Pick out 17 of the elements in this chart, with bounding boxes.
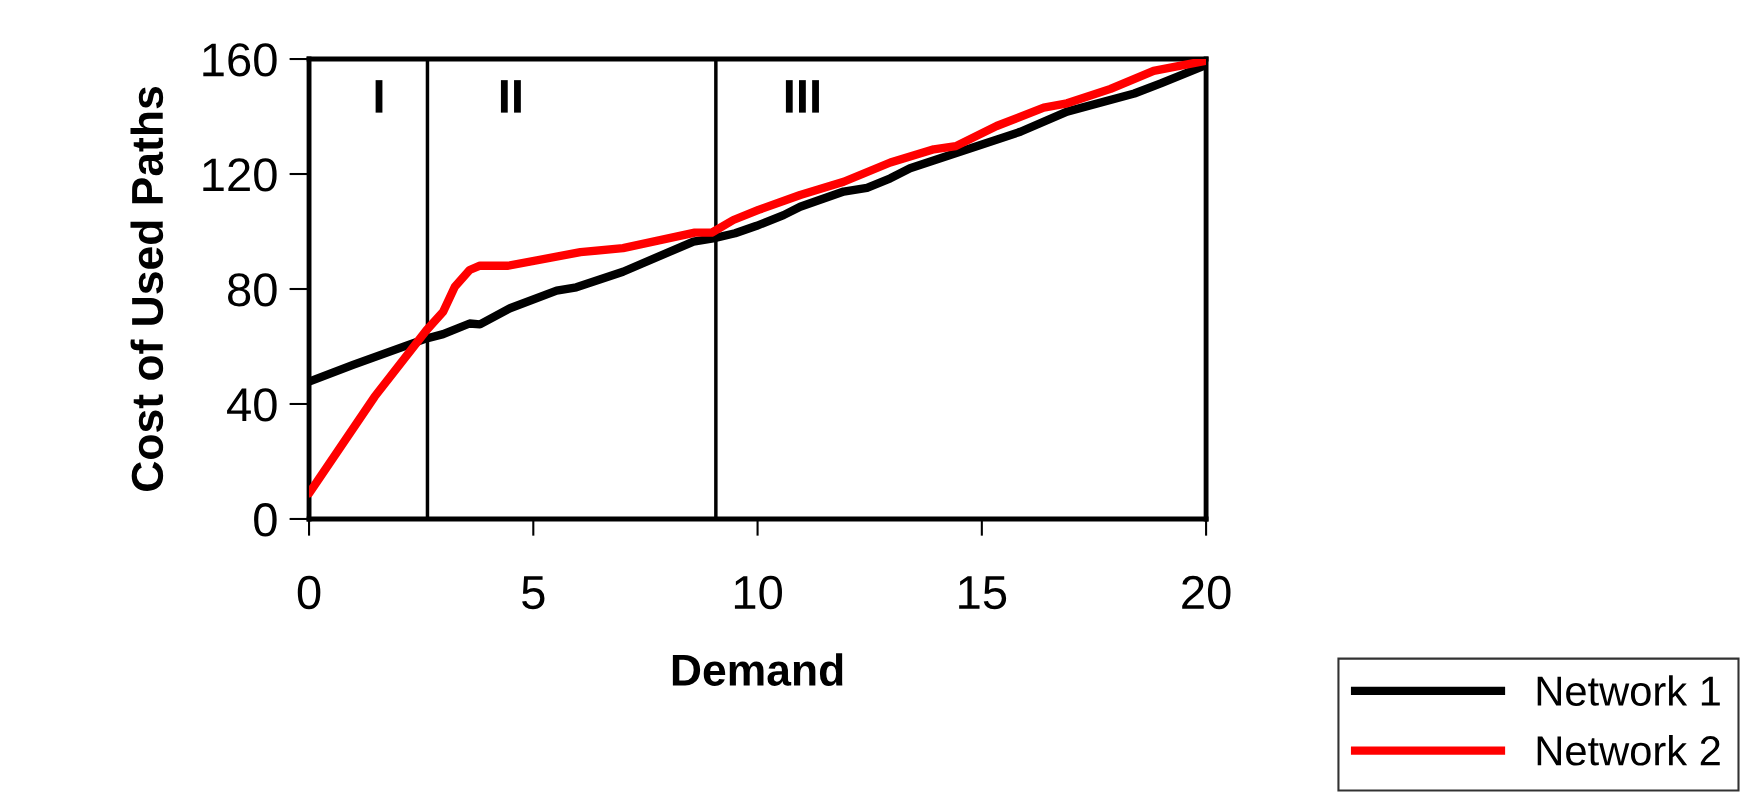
x-tick-label: 0	[297, 575, 321, 610]
legend-label: Network 1	[1537, 675, 1720, 706]
x-tick-label: 15	[959, 576, 1007, 610]
y-tick-label: 120	[203, 158, 277, 192]
annotation: I	[375, 80, 383, 113]
y-axis-title: Cost of Used Paths	[130, 87, 164, 491]
x-tick-label: 10	[734, 575, 782, 610]
x-tick-label: 20	[1182, 575, 1231, 610]
x-tick-label: 5	[522, 576, 545, 610]
annotation: III	[785, 80, 819, 113]
y-tick-label: 80	[228, 273, 277, 307]
y-tick-label: 160	[203, 43, 277, 77]
y-tick-label: 0	[254, 503, 277, 537]
x-axis-title: Demand	[672, 653, 843, 686]
annotation: II	[500, 80, 521, 113]
y-tick-label: 40	[227, 388, 277, 422]
legend-label: Network 2	[1537, 734, 1720, 766]
